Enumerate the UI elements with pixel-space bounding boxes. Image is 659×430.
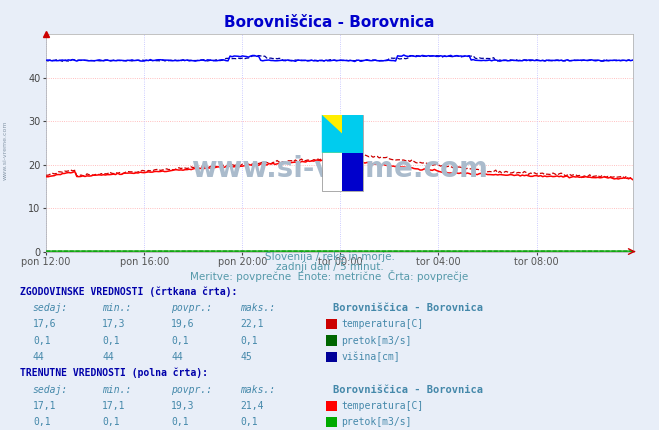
Text: TRENUTNE VREDNOSTI (polna črta):: TRENUTNE VREDNOSTI (polna črta): xyxy=(20,368,208,378)
Text: 44: 44 xyxy=(33,352,45,362)
Bar xyxy=(342,153,363,191)
Bar xyxy=(322,115,363,191)
Text: 44: 44 xyxy=(171,352,183,362)
Text: maks.:: maks.: xyxy=(241,384,275,395)
Text: Slovenija / reke in morje.: Slovenija / reke in morje. xyxy=(264,252,395,262)
Text: 21,4: 21,4 xyxy=(241,401,264,411)
Text: Borovniščica - Borovnica: Borovniščica - Borovnica xyxy=(333,384,483,395)
Text: ZGODOVINSKE VREDNOSTI (črtkana črta):: ZGODOVINSKE VREDNOSTI (črtkana črta): xyxy=(20,286,237,297)
Text: 0,1: 0,1 xyxy=(33,335,51,346)
Text: 0,1: 0,1 xyxy=(102,417,120,427)
Text: zadnji dan / 5 minut.: zadnji dan / 5 minut. xyxy=(275,262,384,272)
Text: 0,1: 0,1 xyxy=(102,335,120,346)
Text: Borovniščica - Borovnica: Borovniščica - Borovnica xyxy=(333,303,483,313)
Text: min.:: min.: xyxy=(102,303,132,313)
Text: sedaj:: sedaj: xyxy=(33,303,68,313)
Text: višina[cm]: višina[cm] xyxy=(341,351,400,362)
Text: 0,1: 0,1 xyxy=(171,417,189,427)
Text: 17,3: 17,3 xyxy=(102,319,126,329)
Text: 44: 44 xyxy=(102,352,114,362)
Text: 45: 45 xyxy=(241,352,252,362)
Text: 0,1: 0,1 xyxy=(241,335,258,346)
Text: temperatura[C]: temperatura[C] xyxy=(341,401,424,411)
Text: 22,1: 22,1 xyxy=(241,319,264,329)
Text: 0,1: 0,1 xyxy=(33,417,51,427)
Text: www.si-vreme.com: www.si-vreme.com xyxy=(191,155,488,183)
Text: Borovniščica - Borovnica: Borovniščica - Borovnica xyxy=(224,15,435,30)
Text: 17,6: 17,6 xyxy=(33,319,57,329)
Text: 0,1: 0,1 xyxy=(241,417,258,427)
Text: 19,6: 19,6 xyxy=(171,319,195,329)
Bar xyxy=(322,115,342,153)
Text: povpr.:: povpr.: xyxy=(171,303,212,313)
Text: pretok[m3/s]: pretok[m3/s] xyxy=(341,417,412,427)
Text: temperatura[C]: temperatura[C] xyxy=(341,319,424,329)
Text: maks.:: maks.: xyxy=(241,303,275,313)
Text: 0,1: 0,1 xyxy=(171,335,189,346)
Text: sedaj:: sedaj: xyxy=(33,384,68,395)
Text: povpr.:: povpr.: xyxy=(171,384,212,395)
Text: Meritve: povprečne  Enote: metrične  Črta: povprečje: Meritve: povprečne Enote: metrične Črta:… xyxy=(190,270,469,282)
Text: 17,1: 17,1 xyxy=(102,401,126,411)
Text: 19,3: 19,3 xyxy=(171,401,195,411)
Text: min.:: min.: xyxy=(102,384,132,395)
Polygon shape xyxy=(342,115,363,153)
Polygon shape xyxy=(322,115,363,153)
Text: www.si-vreme.com: www.si-vreme.com xyxy=(3,121,8,180)
Text: pretok[m3/s]: pretok[m3/s] xyxy=(341,335,412,346)
Text: 17,1: 17,1 xyxy=(33,401,57,411)
